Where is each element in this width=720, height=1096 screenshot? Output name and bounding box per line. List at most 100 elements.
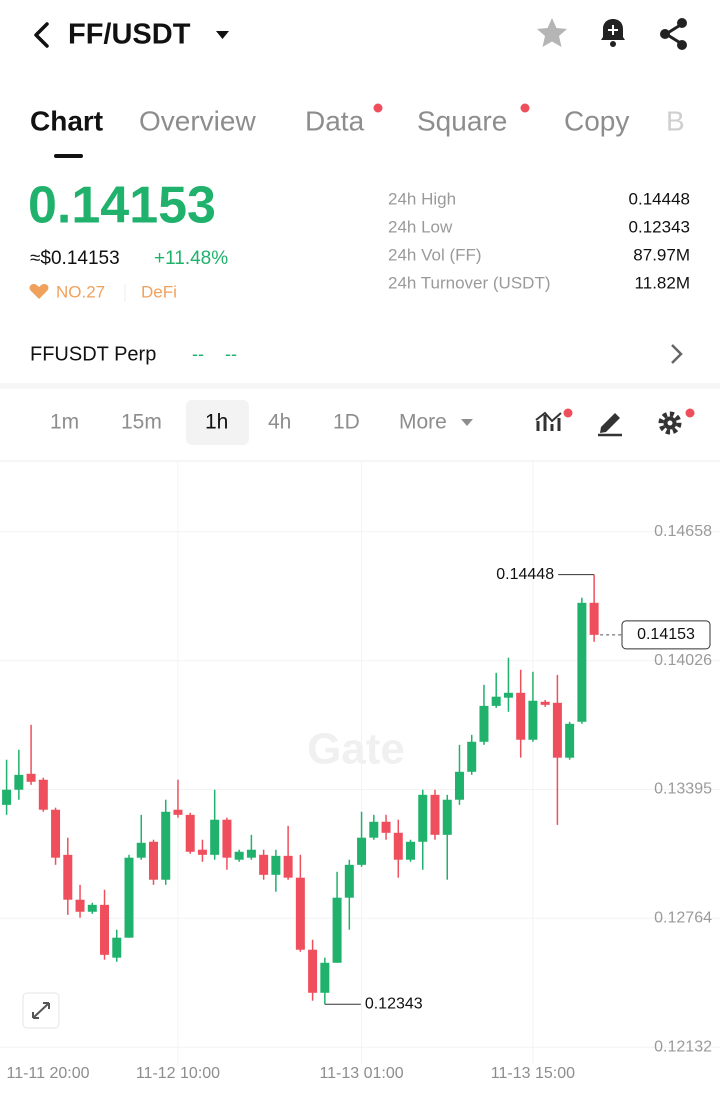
candle-body [26, 773, 36, 782]
tab[interactable]: Square [417, 105, 507, 136]
current-price: 0.14153 [637, 626, 695, 643]
interval[interactable]: 1D [333, 411, 360, 434]
badge [373, 103, 383, 113]
tab[interactable]: B [666, 105, 685, 136]
candle-body [246, 849, 256, 858]
badge [563, 408, 573, 418]
last-price: 0.14153 [28, 177, 216, 235]
candle-body [271, 855, 281, 875]
candle-body [393, 832, 403, 860]
share-icon[interactable] [660, 18, 687, 50]
favorite-icon[interactable] [537, 18, 567, 47]
candle-body [222, 819, 232, 858]
stat-value: 0.14448 [629, 189, 690, 208]
candle-body [136, 842, 146, 858]
y-tick-label: 0.14026 [654, 652, 712, 669]
candle-body [75, 899, 85, 912]
candle-body [124, 857, 134, 938]
perp-chevron[interactable] [671, 344, 683, 364]
candle-body [381, 821, 391, 833]
stat-value: 0.12343 [629, 217, 690, 236]
candle-body [148, 841, 158, 880]
candle-body [38, 779, 48, 810]
candle-body [185, 814, 195, 852]
draw-icon[interactable] [598, 413, 622, 437]
rank[interactable]: NO.27 [56, 282, 105, 301]
sector-tag[interactable]: DeFi [141, 282, 177, 301]
candle-body [467, 741, 477, 772]
tab[interactable]: Copy [564, 105, 629, 136]
badge [685, 408, 695, 418]
badge [520, 103, 530, 113]
tab-underline [54, 154, 83, 158]
indicator-icon[interactable] [535, 408, 573, 432]
candle-body [491, 696, 501, 706]
candle-body [344, 864, 354, 898]
back-button[interactable] [34, 22, 49, 48]
candle-body [161, 811, 171, 880]
indicator-line [535, 411, 562, 423]
stat-label: 24h High [388, 189, 456, 208]
tab[interactable]: Data [305, 105, 365, 136]
candle-body [2, 789, 12, 805]
candle-body [295, 877, 305, 950]
interval-bar: 1m 15m 1h 4h 1D More [50, 400, 473, 445]
candle-body [442, 799, 452, 835]
alert-icon[interactable] [601, 19, 625, 47]
tab[interactable]: Overview [139, 105, 256, 136]
candle-body [430, 794, 440, 835]
y-tick-label: 0.12132 [654, 1038, 712, 1055]
candle-body [565, 723, 575, 758]
perp-name[interactable]: FFUSDT Perp [30, 343, 156, 365]
settings-icon[interactable] [658, 408, 695, 435]
pencil [600, 413, 620, 433]
candle-body [197, 849, 207, 855]
gear-teeth [658, 411, 682, 435]
candle-body [210, 819, 220, 855]
y-tick-label: 0.13395 [654, 781, 712, 798]
interval[interactable]: More [399, 411, 447, 434]
interval[interactable]: 1m [50, 411, 79, 434]
candle-body [51, 809, 61, 858]
candle-body [357, 837, 367, 865]
candle-body [173, 809, 183, 815]
interval[interactable]: 4h [268, 411, 291, 434]
share-node [677, 18, 687, 28]
candle-body [479, 705, 489, 742]
more-dropdown[interactable] [461, 419, 473, 426]
section-divider [0, 383, 720, 389]
candle-body [552, 702, 562, 758]
candle-body [234, 851, 244, 860]
candle-body [406, 841, 416, 860]
stats-table: 24h High 0.14448 24h Low 0.12343 24h Vol (FF… [388, 189, 690, 292]
candle-body [308, 949, 318, 993]
y-tick-label: 0.14658 [654, 523, 712, 540]
perp-value: -- [192, 344, 204, 364]
pair-title[interactable]: FF/USDT [68, 19, 191, 51]
candle-body [14, 774, 24, 790]
tab[interactable]: Chart [30, 105, 103, 136]
low-label: 0.12343 [365, 995, 423, 1012]
high-label: 0.14448 [496, 566, 554, 583]
expand-icon [32, 1002, 50, 1019]
candle-body [516, 692, 526, 740]
x-tick-label: 11-11 20:00 [6, 1065, 89, 1082]
candle-body [112, 937, 122, 958]
perp-value: -- [225, 344, 237, 364]
pair-dropdown[interactable] [216, 31, 229, 39]
candle-body [259, 854, 269, 875]
candle-body [369, 821, 379, 838]
price-change: +11.48% [154, 248, 228, 269]
rank-icon [29, 284, 49, 299]
candle-body [100, 904, 110, 955]
candlestick-chart: Gate 0.12132 0.12764 0.13395 0.14026 0.14658… [0, 462, 720, 1082]
x-tick-label: 11-12 10:00 [136, 1065, 220, 1082]
x-tick-label: 11-13 15:00 [491, 1065, 575, 1082]
candle-body [87, 904, 97, 912]
candle-body [503, 692, 513, 698]
interval[interactable]: 15m [121, 411, 162, 434]
stat-value: 11.82M [635, 273, 690, 292]
interval[interactable]: 1h [205, 411, 228, 434]
candle-body [320, 962, 330, 993]
